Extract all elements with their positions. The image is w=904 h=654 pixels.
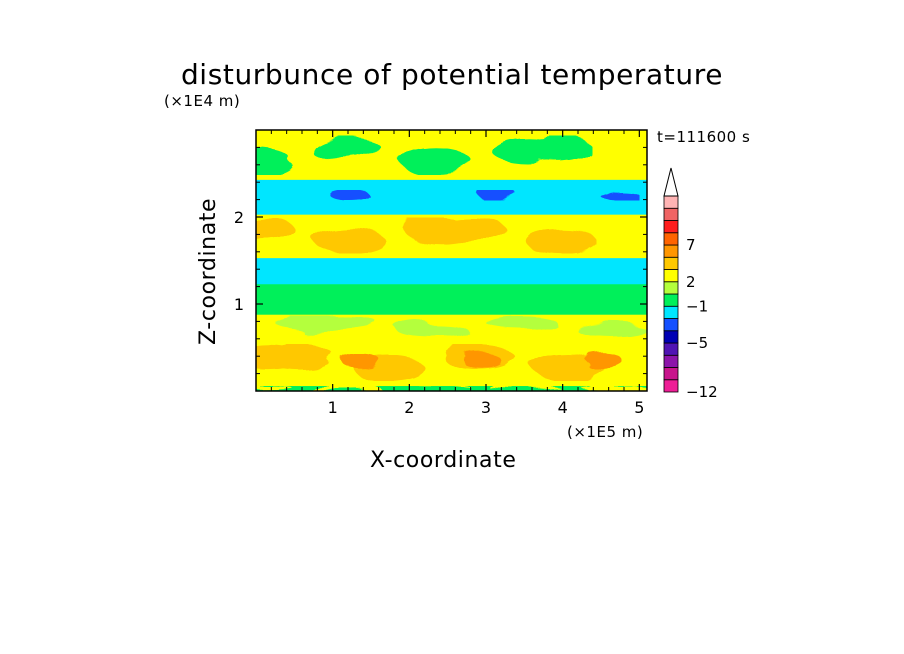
- band-upper-cool-layer: [256, 175, 647, 215]
- x-tick-label: 2: [404, 398, 414, 417]
- peak-upper-cool-layer: [478, 190, 518, 201]
- x-tick-label: 5: [634, 398, 644, 417]
- colorbar-level: [663, 342, 679, 356]
- blob-upper-warm-layer: [404, 217, 475, 243]
- band-detail-upper-warm-layer: [256, 217, 597, 254]
- chart-title: disturbunce of potential temperature: [180, 58, 724, 91]
- colorbar-level: [663, 379, 679, 393]
- colorbar-level: [663, 220, 679, 234]
- colorbar-extend-arrow: [663, 167, 679, 197]
- blob-top-layer: [310, 135, 382, 163]
- x-axis-label: X-coordinate: [370, 448, 517, 473]
- time-label: t=111600 s: [657, 128, 751, 146]
- blob-upper-warm-layer: [314, 228, 386, 254]
- blob-lower-warm-layer: [256, 344, 303, 370]
- axes: 1 2 3 4 5 1 2: [234, 130, 647, 417]
- blob-top-layer: [256, 147, 292, 175]
- colorbar-level: [663, 330, 679, 344]
- colorbar-tick-label: −12: [686, 383, 718, 401]
- blob-low-mixed-layer: [275, 315, 346, 331]
- colorbar-level: [663, 305, 679, 319]
- blob-upper-warm-layer: [256, 217, 296, 243]
- band-detail-lower-warm-layer: [256, 344, 624, 381]
- x-tick-label: 1: [328, 398, 338, 417]
- colorbar-level: [663, 293, 679, 307]
- colorbar-level: [663, 195, 679, 209]
- plot-frame: [255, 129, 648, 392]
- band-detail-low-mixed-layer: [275, 315, 647, 337]
- x-tick-label: 4: [558, 398, 568, 417]
- colorbar-level: [663, 318, 679, 332]
- band-detail-upper-cool-layer: [330, 190, 640, 201]
- band-detail-top-layer: [256, 135, 593, 175]
- y-tick-label: 2: [234, 208, 244, 227]
- blob-top-layer: [490, 135, 561, 163]
- blob-low-mixed-layer: [396, 322, 468, 337]
- colorbar-level: [663, 256, 679, 270]
- x-tick-label: 3: [481, 398, 491, 417]
- band-mid-green-layer: [256, 280, 647, 315]
- colorbar-level: [663, 281, 679, 295]
- peak-lower-warm-layer: [342, 354, 382, 369]
- y-tick-label: 1: [234, 295, 244, 314]
- colorbar-level: [663, 244, 679, 258]
- colorbar-level: [663, 354, 679, 368]
- colorbar-level: [663, 269, 679, 283]
- peak-upper-cool-layer: [600, 190, 640, 201]
- peak-upper-cool-layer: [330, 190, 370, 201]
- colorbar-tick-label: −5: [686, 334, 708, 352]
- x-unit-label: (×1E5 m): [567, 423, 644, 441]
- blob-low-mixed-layer: [486, 315, 558, 331]
- colorbar-tick-label: 2: [686, 273, 696, 291]
- colorbar-tick-label: 7: [686, 236, 696, 254]
- peak-lower-warm-layer: [584, 354, 624, 369]
- band-mid-cool-layer: [256, 254, 647, 285]
- peak-lower-warm-layer: [463, 354, 503, 369]
- contour-field: [256, 130, 647, 391]
- y-unit-label: (×1E4 m): [164, 92, 241, 110]
- colorbar-level: [663, 232, 679, 246]
- colorbar-level: [663, 207, 679, 221]
- blob-surface-layer: [310, 386, 382, 391]
- blob-surface-layer: [490, 386, 561, 391]
- blob-upper-warm-layer: [525, 228, 597, 254]
- colorbar-level: [663, 367, 679, 381]
- blob-low-mixed-layer: [576, 322, 647, 337]
- colorbar: −12−5−127: [663, 167, 718, 401]
- blob-top-layer: [400, 147, 472, 175]
- colorbar-tick-label: −1: [686, 297, 708, 315]
